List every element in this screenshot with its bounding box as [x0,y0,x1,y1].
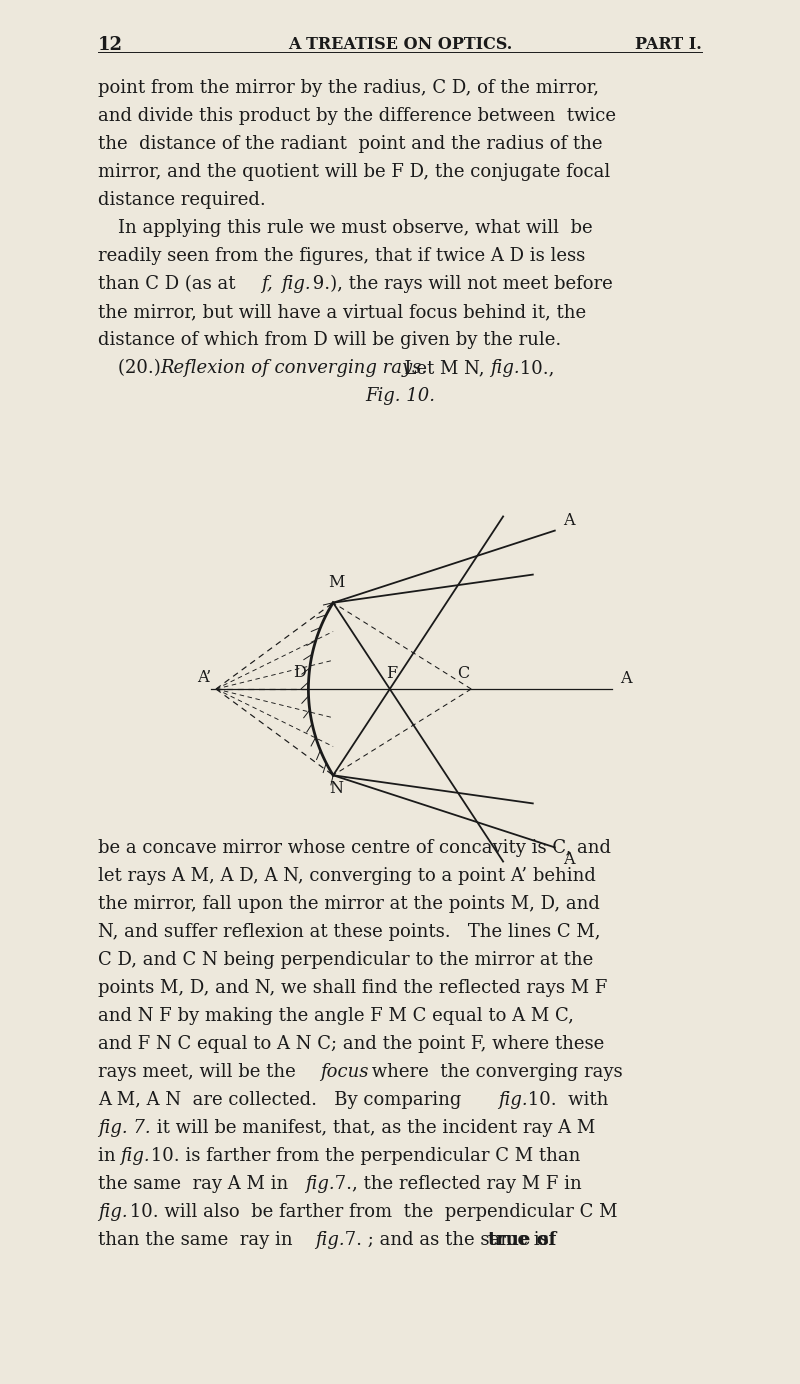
Text: than the same  ray in: than the same ray in [98,1230,298,1248]
Text: 10. will also  be farther from  the  perpendicular C M: 10. will also be farther from the perpen… [124,1203,618,1221]
Text: N: N [329,781,343,797]
Text: in: in [98,1147,122,1165]
Text: 10.  with: 10. with [522,1091,608,1109]
Text: the mirror, but will have a virtual focus behind it, the: the mirror, but will have a virtual focu… [98,303,586,321]
Text: Fig. 10.: Fig. 10. [365,388,435,406]
Text: point from the mirror by the radius, C D, of the mirror,: point from the mirror by the radius, C D… [98,79,599,97]
Text: A: A [620,670,631,686]
Text: distance of which from D will be given by the rule.: distance of which from D will be given b… [98,331,562,349]
Text: C D, and C N being perpendicular to the mirror at the: C D, and C N being perpendicular to the … [98,951,594,969]
Text: the same  ray A M in: the same ray A M in [98,1175,294,1193]
Text: be a concave mirror whose centre of concavity is C, and: be a concave mirror whose centre of conc… [98,839,611,857]
Text: Reflexion of converging rays.: Reflexion of converging rays. [160,358,427,376]
Text: 7. ; and as the same is: 7. ; and as the same is [339,1230,554,1248]
Text: points M, D, and N, we shall find the reflected rays M F: points M, D, and N, we shall find the re… [98,978,607,996]
Text: A: A [562,512,574,529]
Text: fig.: fig. [120,1147,150,1165]
Text: fig.: fig. [490,358,520,376]
Text: D: D [293,664,306,681]
Text: and N F by making the angle F M C equal to A M C,: and N F by making the angle F M C equal … [98,1008,574,1026]
Text: and F N C equal to A N C; and the point F, where these: and F N C equal to A N C; and the point … [98,1035,604,1053]
Text: C: C [457,664,469,682]
Text: A: A [562,851,574,868]
Text: f,: f, [261,275,273,293]
Text: (20.): (20.) [118,358,166,376]
Text: N, and suffer reflexion at these points.   The lines C M,: N, and suffer reflexion at these points.… [98,923,601,941]
Text: focus: focus [320,1063,369,1081]
Text: mirror, and the quotient will be F D, the conjugate focal: mirror, and the quotient will be F D, th… [98,163,610,181]
Text: In applying this rule we must observe, what will  be: In applying this rule we must observe, w… [118,219,593,237]
Text: and divide this product by the difference between  twice: and divide this product by the differenc… [98,107,616,125]
Text: PART I.: PART I. [635,36,702,53]
Text: let rays A M, A D, A N, converging to a point A’ behind: let rays A M, A D, A N, converging to a … [98,866,596,884]
Text: where  the converging rays: where the converging rays [366,1063,622,1081]
Text: A TREATISE ON OPTICS.: A TREATISE ON OPTICS. [288,36,512,53]
Text: fig.: fig. [281,275,310,293]
Text: fig.: fig. [305,1175,334,1193]
Text: fig.: fig. [315,1230,345,1248]
Text: M: M [328,574,344,591]
Text: than C D (as at: than C D (as at [98,275,242,293]
Text: 10.,: 10., [514,358,554,376]
Text: 10. is farther from the perpendicular C M than: 10. is farther from the perpendicular C … [145,1147,580,1165]
Text: 12: 12 [98,36,123,54]
Text: 9.), the rays will not meet before: 9.), the rays will not meet before [307,275,613,293]
Text: A’: A’ [197,668,211,686]
Text: fig.: fig. [498,1091,528,1109]
Text: fig. 7.: fig. 7. [98,1120,150,1138]
Text: true of: true of [488,1230,556,1248]
Text: the  distance of the radiant  point and the radius of the: the distance of the radiant point and th… [98,136,602,154]
Text: A M, A N  are collected.   By comparing: A M, A N are collected. By comparing [98,1091,467,1109]
Text: Let M N,: Let M N, [393,358,490,376]
Text: 7., the reflected ray M F in: 7., the reflected ray M F in [329,1175,582,1193]
Text: distance required.: distance required. [98,191,266,209]
Text: fig.: fig. [98,1203,128,1221]
Text: it will be manifest, that, as the incident ray A M: it will be manifest, that, as the incide… [151,1120,595,1138]
Text: rays meet, will be the: rays meet, will be the [98,1063,302,1081]
Text: F: F [386,664,398,682]
Text: readily seen from the figures, that if twice A D is less: readily seen from the figures, that if t… [98,246,586,264]
Text: the mirror, fall upon the mirror at the points M, D, and: the mirror, fall upon the mirror at the … [98,895,600,913]
